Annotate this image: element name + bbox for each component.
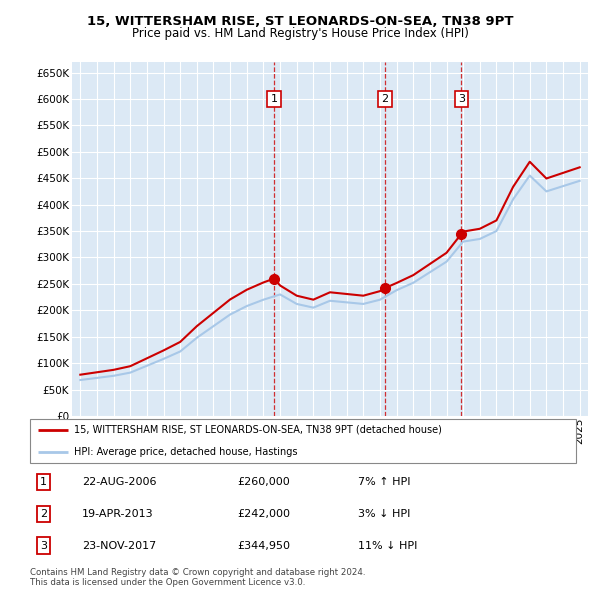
- Text: 1: 1: [40, 477, 47, 487]
- Text: 3: 3: [40, 540, 47, 550]
- Text: £242,000: £242,000: [238, 509, 290, 519]
- Text: Contains HM Land Registry data © Crown copyright and database right 2024.
This d: Contains HM Land Registry data © Crown c…: [30, 568, 365, 587]
- Text: Price paid vs. HM Land Registry's House Price Index (HPI): Price paid vs. HM Land Registry's House …: [131, 27, 469, 40]
- Text: 15, WITTERSHAM RISE, ST LEONARDS-ON-SEA, TN38 9PT (detached house): 15, WITTERSHAM RISE, ST LEONARDS-ON-SEA,…: [74, 425, 442, 435]
- Text: 23-NOV-2017: 23-NOV-2017: [82, 540, 156, 550]
- Text: 15, WITTERSHAM RISE, ST LEONARDS-ON-SEA, TN38 9PT: 15, WITTERSHAM RISE, ST LEONARDS-ON-SEA,…: [87, 15, 513, 28]
- Text: 2: 2: [382, 94, 388, 104]
- Text: £344,950: £344,950: [238, 540, 290, 550]
- Text: 3: 3: [458, 94, 465, 104]
- Text: 22-AUG-2006: 22-AUG-2006: [82, 477, 157, 487]
- FancyBboxPatch shape: [30, 419, 576, 463]
- Text: 2: 2: [40, 509, 47, 519]
- Text: 7% ↑ HPI: 7% ↑ HPI: [358, 477, 410, 487]
- Text: 1: 1: [271, 94, 278, 104]
- Text: £260,000: £260,000: [238, 477, 290, 487]
- Text: 11% ↓ HPI: 11% ↓ HPI: [358, 540, 417, 550]
- Text: HPI: Average price, detached house, Hastings: HPI: Average price, detached house, Hast…: [74, 447, 297, 457]
- Text: 19-APR-2013: 19-APR-2013: [82, 509, 154, 519]
- Text: 3% ↓ HPI: 3% ↓ HPI: [358, 509, 410, 519]
